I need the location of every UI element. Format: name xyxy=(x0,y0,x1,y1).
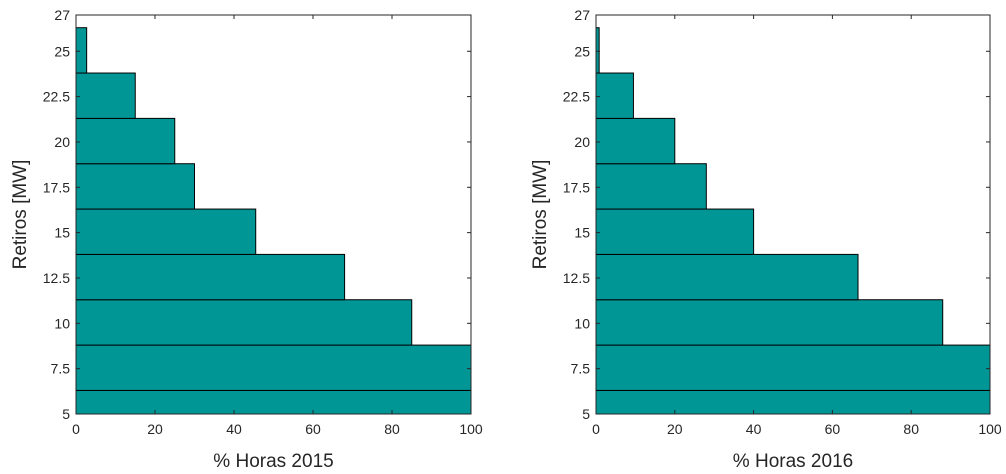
x-axis-label-2016: % Horas 2016 xyxy=(733,451,853,472)
y-tick-label-2015-1: 7.5 xyxy=(51,361,71,377)
bar-2015-7 xyxy=(75,117,176,165)
y-ticks-2015: 5 7.5 10 12.5 15 17.5 20 22.5 25 27 xyxy=(43,7,471,422)
x-tick-label-2015-3: 60 xyxy=(305,421,321,437)
x-tick-label-2016-2: 40 xyxy=(746,421,762,437)
y-tick-label-2015-0: 5 xyxy=(62,406,70,422)
y-tick-label-2015-6: 20 xyxy=(54,134,70,150)
y-tick-label-2016-3: 12.5 xyxy=(563,270,590,286)
x-tick-label-2015-5: 100 xyxy=(459,421,483,437)
plot-border-2015 xyxy=(75,14,472,415)
axes-frame-2016 xyxy=(595,14,991,415)
x-tick-label-2015-0: 0 xyxy=(72,421,80,437)
y-tick-label-2015-4: 15 xyxy=(54,225,70,241)
bar-2016-6 xyxy=(595,163,707,210)
y-tick-label-2016-9: 27 xyxy=(574,7,590,23)
y-tick-label-2016-6: 20 xyxy=(574,134,590,150)
bar-2016-5 xyxy=(595,208,755,255)
bar-2016-3 xyxy=(595,299,944,346)
x-tick-label-2016-0: 0 xyxy=(592,421,600,437)
y-tick-label-2015-5: 17.5 xyxy=(43,179,70,195)
bar-2015-8 xyxy=(75,72,136,119)
y-tick-label-2016-8: 25 xyxy=(574,43,590,59)
bar-2015-2 xyxy=(75,344,472,391)
bar-2015-5 xyxy=(75,208,257,255)
y-tick-label-2016-4: 15 xyxy=(574,225,590,241)
bar-2015-1 xyxy=(75,389,472,415)
y-tick-label-2015-8: 25 xyxy=(54,43,70,59)
x-axis-label-2015: % Horas 2015 xyxy=(213,451,333,472)
histogram-2015: 0 20 40 60 80 100 57.51012.51517.52022.52527 … xyxy=(10,7,483,472)
y-tick-label-2015-3: 12.5 xyxy=(43,270,70,286)
x-tick-label-2015-2: 40 xyxy=(226,421,242,437)
y-tick-label-2016-2: 10 xyxy=(574,315,590,331)
bar-2016-4 xyxy=(595,253,859,301)
y-tick-label-2016-0: 5 xyxy=(582,406,590,422)
x-tick-label-2016-1: 20 xyxy=(667,421,683,437)
bar-2016-7 xyxy=(595,117,676,165)
x-tick-label-2015-1: 20 xyxy=(147,421,163,437)
bars-2016 xyxy=(595,27,991,415)
x-tick-label-2016-5: 100 xyxy=(978,421,1002,437)
x-ticks-2015: 0 20 40 60 80 100 xyxy=(72,15,483,437)
x-tick-label-2016-4: 80 xyxy=(903,421,919,437)
plot-border-2016 xyxy=(595,14,991,415)
y-axis-label-2015: Retiros [MW] xyxy=(10,160,31,270)
bar-2015-6 xyxy=(75,163,195,210)
y-tick-label-2015-9: 27 xyxy=(54,7,70,23)
y-tick-label-2015-2: 10 xyxy=(54,315,70,331)
x-tick-label-2015-4: 80 xyxy=(384,421,400,437)
y-tick-label-2016-5: 17.5 xyxy=(563,179,590,195)
x-ticks-2016: 0 20 40 60 80 100 xyxy=(592,15,1002,437)
y-tick-label-2016-7: 22.5 xyxy=(563,89,590,105)
bar-2016-8 xyxy=(595,72,634,119)
bar-2016-2 xyxy=(595,344,991,391)
y-tick-label-2016-1: 7.5 xyxy=(571,361,591,377)
bar-2015-4 xyxy=(75,253,346,301)
x-tick-label-2016-3: 60 xyxy=(825,421,841,437)
axes-frame-2015 xyxy=(75,14,472,415)
bar-2015-9 xyxy=(75,27,88,74)
histogram-2016: 0 20 40 60 80 100 57.51012.51517.52022.52527 … xyxy=(530,7,1002,472)
y-tick-label-2015-7: 22.5 xyxy=(43,89,70,105)
bar-2015-3 xyxy=(75,299,413,346)
bar-2016-1 xyxy=(595,389,991,415)
y-ticks-2016: 5 7.5 10 12.5 15 17.5 20 22.5 25 27 xyxy=(563,7,990,422)
y-axis-label-2016: Retiros [MW] xyxy=(530,160,551,270)
bars-2015 xyxy=(75,27,472,415)
